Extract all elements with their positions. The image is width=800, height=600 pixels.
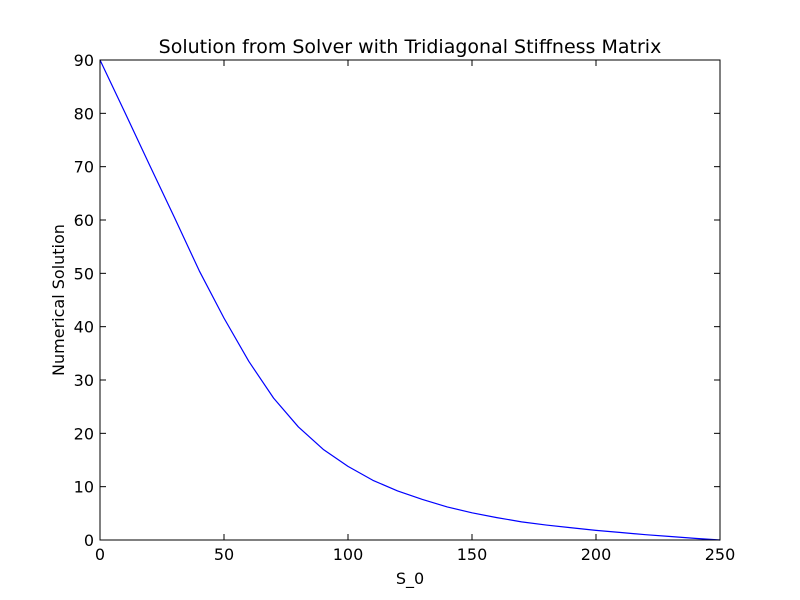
y-tick-label: 70 (74, 158, 94, 177)
x-tick-label: 100 (333, 545, 364, 564)
plot-area: 0 50 100 150 200 250 0 10 20 30 40 50 60 70 80 90 (74, 51, 736, 564)
x-tick-label: 0 (95, 545, 105, 564)
plot-frame (99, 59, 721, 541)
y-tick-label: 30 (74, 371, 94, 390)
y-tick-label: 90 (74, 51, 94, 70)
chart-title: Solution from Solver with Tridiagonal St… (159, 36, 662, 58)
y-tick-label: 10 (74, 478, 94, 497)
y-axis-title: Numerical Solution (49, 224, 68, 376)
x-tick-label: 150 (457, 545, 488, 564)
data-line-series-1 (99, 59, 721, 541)
x-tick-label: 50 (214, 545, 234, 564)
y-tick-label: 60 (74, 211, 94, 230)
y-tick-label: 0 (84, 531, 94, 550)
x-axis-title: S_0 (396, 569, 424, 589)
x-tick-label: 250 (705, 545, 736, 564)
y-tick-label: 20 (74, 424, 94, 443)
y-tick-label: 80 (74, 104, 94, 123)
y-tick-label: 50 (74, 264, 94, 283)
y-tick-label: 40 (74, 318, 94, 337)
x-tick-label: 200 (581, 545, 612, 564)
